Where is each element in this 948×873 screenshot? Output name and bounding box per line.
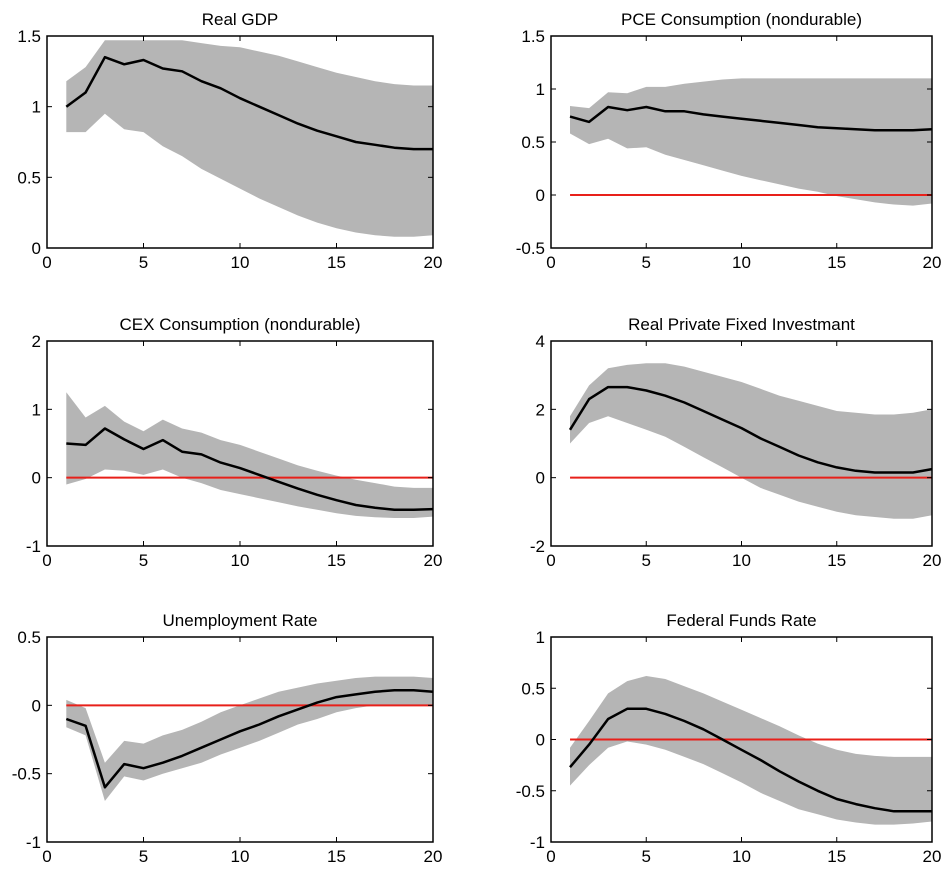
panel-title: CEX Consumption (nondurable) bbox=[120, 315, 361, 334]
x-tick-label: 15 bbox=[327, 253, 346, 272]
y-tick-label: 0 bbox=[536, 469, 545, 488]
x-tick-label: 5 bbox=[642, 253, 651, 272]
median-response-line bbox=[568, 385, 933, 474]
y-tick-label: 0 bbox=[536, 731, 545, 750]
x-tick-label: 10 bbox=[732, 847, 751, 866]
y-tick-label: -1 bbox=[26, 537, 41, 556]
median-response-line bbox=[569, 707, 932, 813]
y-tick-label: -1 bbox=[26, 833, 41, 852]
panel-title: Federal Funds Rate bbox=[666, 611, 816, 630]
x-tick-label: 10 bbox=[732, 551, 751, 570]
median-response-line bbox=[569, 105, 933, 132]
y-tick-label: 0 bbox=[32, 239, 41, 258]
x-tick-label: 15 bbox=[827, 551, 846, 570]
x-tick-label: 5 bbox=[642, 551, 651, 570]
x-tick-label: 0 bbox=[546, 551, 555, 570]
x-tick-label: 5 bbox=[139, 847, 148, 866]
y-tick-label: -1 bbox=[530, 833, 545, 852]
y-tick-label: 0 bbox=[32, 469, 41, 488]
median-response-line bbox=[66, 427, 434, 512]
x-tick-label: 20 bbox=[923, 847, 942, 866]
x-tick-label: 0 bbox=[546, 847, 555, 866]
x-tick-label: 5 bbox=[139, 551, 148, 570]
y-tick-label: -0.5 bbox=[516, 782, 545, 801]
x-tick-label: 5 bbox=[139, 253, 148, 272]
y-tick-label: 1 bbox=[536, 80, 545, 99]
y-tick-label: 0.5 bbox=[17, 168, 41, 187]
panel-title: Real GDP bbox=[202, 10, 279, 29]
y-tick-label: 1 bbox=[32, 98, 41, 117]
x-tick-label: 15 bbox=[827, 253, 846, 272]
x-tick-label: 15 bbox=[827, 847, 846, 866]
y-tick-label: 1.5 bbox=[17, 27, 41, 46]
panel-3: CEX Consumption (nondurable)0 5 10 15 20-101… bbox=[26, 315, 443, 570]
y-tick-label: 1 bbox=[32, 400, 41, 419]
y-tick-label: -2 bbox=[530, 537, 545, 556]
panel-title: Unemployment Rate bbox=[163, 611, 318, 630]
panel-title: Real Private Fixed Investmant bbox=[628, 315, 855, 334]
confidence-band bbox=[66, 392, 434, 518]
confidence-band bbox=[66, 40, 434, 237]
x-tick-label: 0 bbox=[42, 551, 51, 570]
x-tick-label: 20 bbox=[424, 551, 443, 570]
x-tick-label: 10 bbox=[231, 253, 250, 272]
y-tick-label: 0.5 bbox=[17, 628, 41, 647]
x-tick-label: 10 bbox=[732, 253, 751, 272]
y-tick-label: 1 bbox=[536, 628, 545, 647]
x-tick-label: 5 bbox=[642, 847, 651, 866]
y-tick-label: -0.5 bbox=[12, 765, 41, 784]
x-tick-label: 0 bbox=[42, 253, 51, 272]
x-tick-label: 10 bbox=[231, 847, 250, 866]
panel-6: Federal Funds Rate 0 5 10 15 20 -1 -0.5 0 0.5 1 bbox=[516, 611, 942, 866]
x-tick-label: 15 bbox=[327, 551, 346, 570]
y-tick-label: 0 bbox=[32, 696, 41, 715]
x-tick-label: 20 bbox=[424, 847, 443, 866]
panel-5: Unemployment Rate 0 5 10 15 20 -1 -0.5 0 0.5 bbox=[12, 611, 443, 866]
panel-1: Real GDP 0 5 10 15 20 0 0.5 1 1.5 bbox=[17, 10, 442, 272]
y-tick-label: 4 bbox=[536, 332, 545, 351]
x-tick-label: 20 bbox=[424, 253, 443, 272]
y-tick-label: 1.5 bbox=[521, 27, 545, 46]
panel-title: PCE Consumption (nondurable) bbox=[621, 10, 862, 29]
y-tick-label: 0 bbox=[536, 186, 545, 205]
y-tick-label: 2 bbox=[536, 400, 545, 419]
y-tick-label: 0.5 bbox=[521, 133, 545, 152]
x-tick-label: 10 bbox=[231, 551, 250, 570]
x-tick-label: 0 bbox=[42, 847, 51, 866]
panel-2: PCE Consumption (nondurable)0 5 10 15 20-0.5… bbox=[516, 10, 942, 272]
x-tick-label: 15 bbox=[327, 847, 346, 866]
confidence-band bbox=[570, 363, 932, 519]
y-tick-label: 2 bbox=[32, 332, 41, 351]
y-tick-label: 0.5 bbox=[521, 679, 545, 698]
x-tick-label: 20 bbox=[923, 253, 942, 272]
confidence-band bbox=[66, 676, 434, 801]
median-response-line bbox=[65, 55, 433, 151]
x-tick-label: 0 bbox=[546, 253, 555, 272]
y-tick-label: -0.5 bbox=[516, 239, 545, 258]
x-tick-label: 20 bbox=[923, 551, 942, 570]
median-response-line bbox=[65, 689, 434, 789]
